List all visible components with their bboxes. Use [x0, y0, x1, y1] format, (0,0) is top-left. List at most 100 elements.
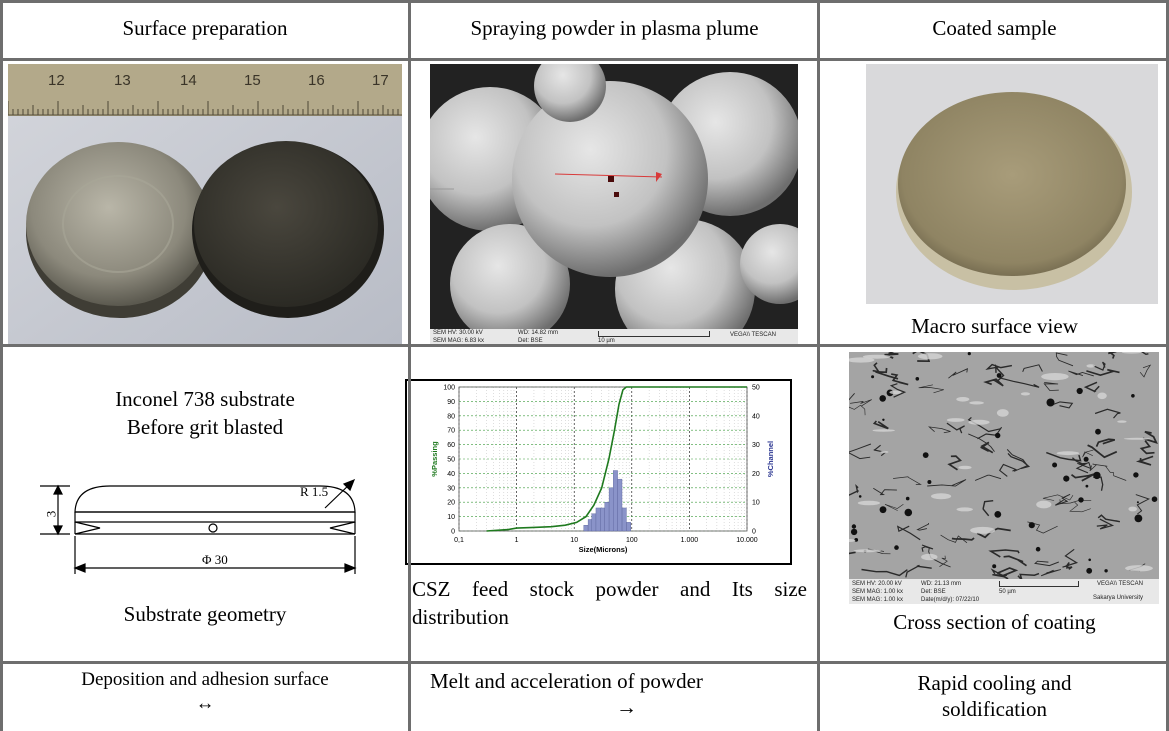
substrate-geometry-drawing: [40, 478, 357, 574]
sem-det: Det: BSE: [518, 338, 543, 344]
sem-scale-bar: [598, 331, 710, 337]
y-tick-label: 40: [447, 471, 455, 478]
table-row-divider: [0, 344, 1169, 347]
cross-section-caption: Cross section of coating: [893, 610, 1096, 634]
ruler-number: 15: [244, 72, 261, 89]
table-column-divider: [817, 0, 820, 731]
dimension-height: 3: [43, 510, 59, 518]
y2-tick-label: 20: [752, 471, 760, 478]
channel-bar: [621, 507, 627, 532]
sem2-date: Date(m/d/y): 07/22/10: [921, 597, 980, 603]
table-column-divider: [408, 0, 411, 731]
y2-tick-label: 10: [752, 500, 760, 507]
y-tick-label: 90: [447, 399, 455, 406]
channel-bar: [583, 525, 589, 532]
y-tick-label: 80: [447, 413, 455, 420]
sem-mag: SEM MAG: 6.83 kx: [433, 338, 485, 344]
substrate-photo-drawing: [8, 64, 402, 344]
y2-tick-label: 40: [752, 413, 760, 420]
ruler-number: 13: [114, 72, 131, 89]
sem2-university: Sakarya University: [1093, 595, 1144, 601]
y-tick-label: 0: [451, 529, 455, 536]
substrate-line-2: Before grit blasted: [126, 415, 284, 439]
cross-section-sem-image: SEM HV: 20.00 kV SEM MAG: 1.00 kx SEM MA…: [849, 352, 1159, 604]
substrate-line-1: Inconel 738 substrate: [115, 387, 295, 411]
coated-sample-drawing: [866, 64, 1158, 304]
sem-brand: VEGA\\ TESCAN: [730, 332, 776, 338]
sem-hv: SEM HV: 30.00 kV: [433, 330, 483, 336]
deposition-arrow-icon: ↔: [195, 693, 215, 714]
substrate-photo: 12 13 14 15 16 17: [8, 64, 402, 344]
sem2-scale: 50 µm: [999, 589, 1016, 595]
sem-powder-drawing: [430, 64, 798, 346]
sem2-brand: VEGA\\ TESCAN: [1097, 581, 1143, 587]
melt-label: Melt and acceleration of powder: [430, 669, 703, 693]
sem2-hv: SEM HV: 20.00 kV: [852, 581, 902, 587]
header-coated-sample: Coated sample: [932, 16, 1057, 40]
cooling-cell: Rapid cooling and soldification: [820, 670, 1169, 722]
y-tick-label: 30: [447, 485, 455, 492]
header-surface-preparation: Surface preparation: [122, 16, 288, 40]
cooling-line-2: soldification: [942, 697, 1047, 721]
channel-bar: [595, 507, 601, 532]
channel-bar: [600, 507, 605, 532]
ruler-number: 14: [180, 72, 197, 89]
y-tick-label: 70: [447, 428, 455, 435]
x-tick-label: 100: [626, 537, 638, 544]
channel-bar: [626, 522, 631, 532]
x-tick-label: 10: [570, 537, 578, 544]
channel-bar: [608, 487, 614, 532]
passing-line: [486, 386, 747, 532]
sem2-mag-2: SEM MAG: 1.00 kx: [852, 597, 904, 603]
dimension-diameter: Φ 30: [202, 552, 228, 567]
ruler-number: 16: [308, 72, 325, 89]
deposition-cell: Deposition and adhesion surface ↔: [0, 668, 410, 716]
y-tick-label: 10: [447, 514, 455, 521]
y2-tick-label: 0: [752, 529, 756, 536]
x-tick-label: 1.000: [681, 537, 699, 544]
coated-sample-photo: [866, 64, 1158, 304]
table-row-divider: [0, 58, 1169, 61]
melt-cell: Melt and acceleration of powder →: [430, 668, 820, 720]
deposition-label: Deposition and adhesion surface: [81, 669, 329, 690]
y-tick-label: 50: [447, 457, 455, 464]
ruler-number: 12: [48, 72, 65, 89]
y-tick-label: 60: [447, 442, 455, 449]
channel-bar: [604, 501, 610, 532]
table-border-left: [0, 0, 3, 731]
sem-wd: WD: 14.82 mm: [518, 330, 559, 336]
y-axis-label: %Passing: [430, 441, 439, 477]
melt-arrow-icon: →: [616, 695, 637, 719]
x-tick-label: 10.000: [736, 537, 758, 544]
ruler-number: 17: [372, 72, 389, 89]
substrate-description: Inconel 738 substrate Before grit blaste…: [0, 385, 410, 441]
macro-surface-caption: Macro surface view: [911, 314, 1078, 338]
channel-bar: [613, 470, 618, 532]
table-border-top: [0, 0, 1169, 3]
dimension-radius: R 1.5: [300, 484, 329, 499]
sem2-wd: WD: 21.13 mm: [921, 581, 962, 587]
channel-bar: [617, 478, 623, 532]
sem-scale: 10 µm: [598, 338, 615, 344]
table-row-divider: [0, 661, 1169, 664]
y2-axis-label: %Channel: [766, 441, 775, 477]
header-spraying: Spraying powder in plasma plume: [470, 16, 759, 40]
cooling-line-1: Rapid cooling and: [917, 671, 1072, 695]
sem2-mag: SEM MAG: 1.00 kx: [852, 589, 904, 595]
substrate-geometry-caption: Substrate geometry: [123, 602, 287, 626]
sem-powder-image: SEM HV: 30.00 kV SEM MAG: 6.83 kx WD: 14…: [430, 64, 798, 346]
sem2-scale-bar: [999, 581, 1079, 587]
y2-tick-label: 50: [752, 385, 760, 392]
x-tick-label: 1: [515, 537, 519, 544]
powder-caption: CSZ feed stock powder and Its size distr…: [412, 577, 807, 629]
sem2-det: Det: BSE: [921, 589, 946, 595]
x-tick-label: 0,1: [454, 537, 464, 544]
table-border-right: [1166, 0, 1169, 731]
size-distribution-chart: 0,1 1 10 100 1.000 10.000 0 10 20 30 40 50 60 70 80 90 1…: [405, 379, 792, 565]
x-axis-label: Size(Microns): [579, 545, 628, 554]
size-distribution-plot: 0,1 1 10 100 1.000 10.00001020304050607080901…: [430, 385, 775, 555]
y-tick-label: 20: [447, 500, 455, 507]
y-tick-label: 100: [443, 385, 455, 392]
cross-section-drawing: [849, 352, 1159, 604]
